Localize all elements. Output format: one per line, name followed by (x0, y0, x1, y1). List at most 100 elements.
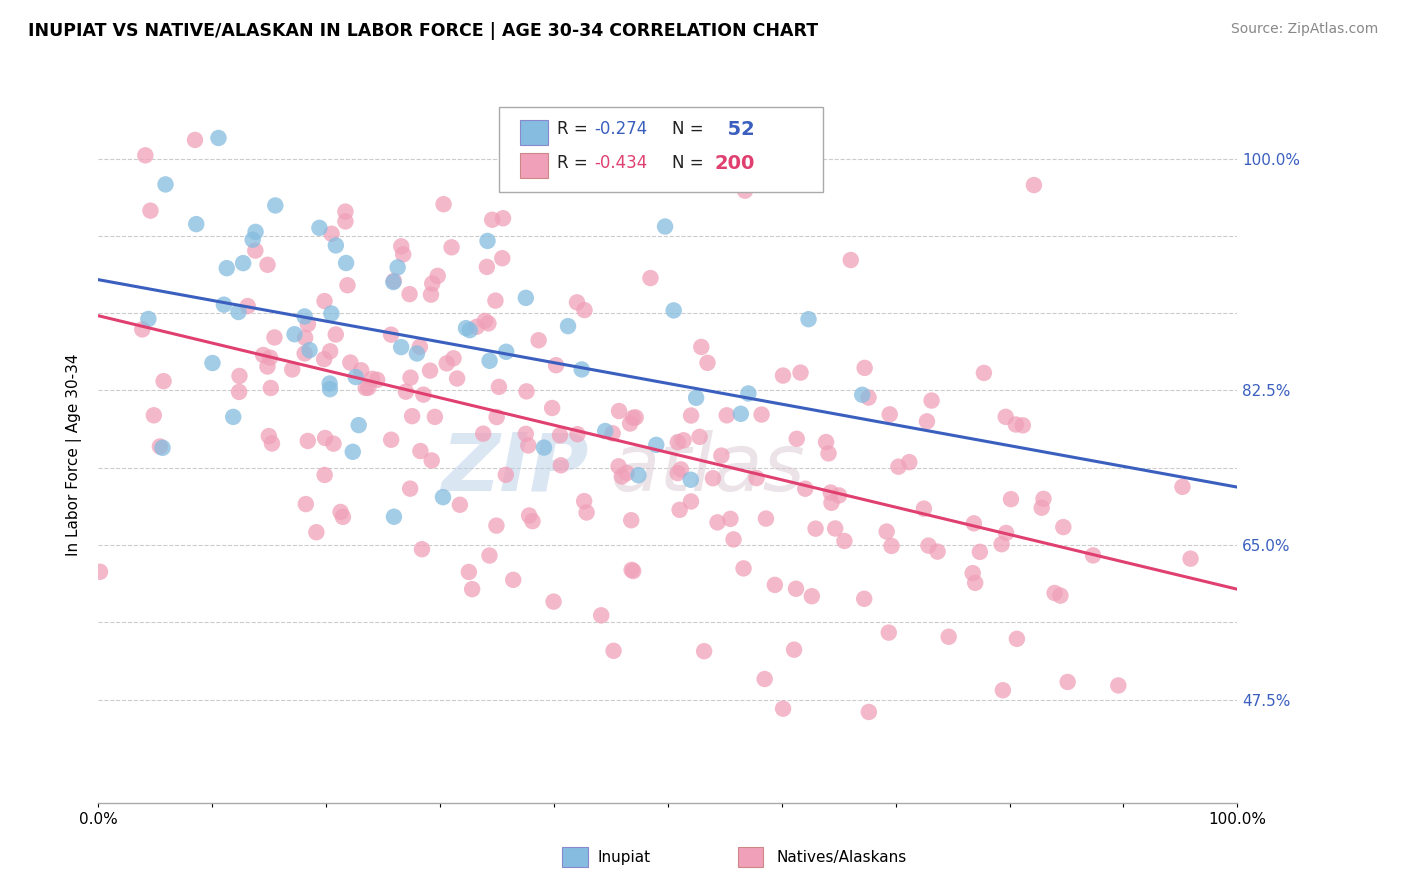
Point (877, 625, 900, 640)
Point (515, 426, 537, 441)
Point (283, 327, 305, 342)
Point (465, 319, 488, 334)
Point (380, 433, 402, 447)
Point (477, 317, 499, 331)
Point (314, 431, 336, 445)
Point (399, 482, 422, 496)
Point (186, 217, 208, 231)
Point (481, 212, 503, 227)
Point (517, 508, 540, 523)
Point (409, 340, 432, 354)
Point (491, 251, 513, 265)
Point (515, 384, 537, 399)
Point (228, 368, 250, 383)
Point (689, 430, 711, 444)
Point (858, 705, 880, 719)
Point (794, 482, 817, 496)
Point (624, 410, 647, 425)
Point (815, 435, 838, 450)
Y-axis label: In Labor Force | Age 30-34: In Labor Force | Age 30-34 (66, 353, 83, 557)
Point (620, 513, 643, 527)
Point (389, 239, 412, 253)
Point (149, 440, 172, 454)
Text: atlas: atlas (612, 430, 806, 508)
Point (281, 362, 304, 376)
Point (1032, 491, 1054, 506)
Point (389, 340, 412, 354)
Point (851, 388, 873, 402)
Point (382, 509, 405, 524)
Point (354, 381, 377, 395)
Point (395, 384, 418, 399)
Point (533, 441, 555, 455)
Point (314, 467, 336, 482)
Point (853, 591, 876, 606)
Point (574, 303, 596, 318)
Point (990, 537, 1012, 551)
Point (973, 366, 995, 380)
Point (898, 455, 921, 469)
Point (797, 312, 820, 326)
Point (702, 471, 724, 485)
Point (938, 630, 960, 644)
Point (963, 516, 986, 531)
Point (495, 344, 517, 359)
Text: -0.274: -0.274 (595, 120, 648, 138)
Point (419, 364, 441, 378)
Text: N =: N = (672, 120, 709, 138)
Text: INUPIAT VS NATIVE/ALASKAN IN LABOR FORCE | AGE 30-34 CORRELATION CHART: INUPIAT VS NATIVE/ALASKAN IN LABOR FORCE… (28, 22, 818, 40)
Point (1049, 589, 1071, 603)
Point (138, 312, 160, 326)
Point (645, 438, 668, 452)
Point (297, 434, 319, 448)
Point (472, 426, 495, 441)
Point (321, 227, 343, 241)
Point (319, 382, 342, 396)
Point (142, 409, 165, 423)
Point (294, 310, 316, 324)
Point (184, 133, 207, 147)
Point (152, 374, 174, 388)
Point (332, 509, 354, 524)
Point (1052, 520, 1074, 534)
Point (786, 432, 808, 446)
Point (215, 261, 238, 276)
Text: R =: R = (557, 154, 593, 172)
Point (322, 436, 344, 450)
Point (621, 410, 644, 425)
Point (527, 333, 550, 347)
Point (679, 473, 702, 487)
Point (754, 672, 776, 686)
Point (461, 582, 484, 596)
Point (853, 360, 876, 375)
Point (446, 371, 468, 385)
Point (602, 426, 624, 441)
Point (325, 238, 347, 252)
Point (401, 409, 423, 424)
Point (228, 305, 250, 319)
Point (232, 256, 254, 270)
Point (478, 549, 501, 563)
Point (399, 370, 422, 384)
Point (256, 359, 278, 374)
Point (720, 512, 742, 526)
Point (517, 438, 540, 452)
Point (669, 462, 692, 476)
Text: 52: 52 (714, 120, 755, 139)
Point (1000, 492, 1022, 507)
Point (965, 575, 987, 590)
Point (134, 148, 156, 162)
Point (666, 435, 689, 450)
Point (755, 511, 778, 525)
Point (228, 384, 250, 399)
Point (693, 644, 716, 658)
Text: N =: N = (672, 154, 709, 172)
Point (492, 211, 515, 226)
Point (541, 401, 564, 415)
Point (730, 407, 752, 421)
Point (335, 204, 357, 219)
Point (1005, 417, 1028, 432)
Point (131, 322, 153, 336)
Point (620, 563, 643, 577)
Point (139, 203, 162, 218)
